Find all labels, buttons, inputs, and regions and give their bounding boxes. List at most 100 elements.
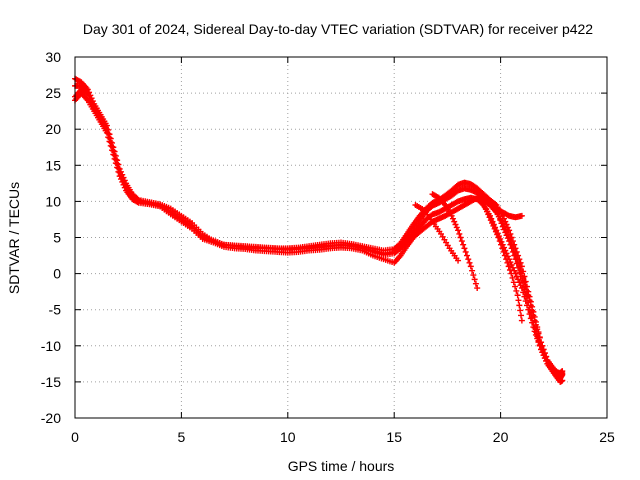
data-point [516,269,523,276]
y-tick-label: 20 [45,121,61,137]
data-point [507,259,514,266]
data-point [559,377,566,384]
data-point [84,90,91,97]
data-point [534,333,541,340]
data-point [508,270,515,277]
data-point [486,214,493,221]
series-track-3 [72,90,566,378]
data-point [495,234,502,241]
data-point [487,217,494,224]
y-tick-label: -20 [41,410,61,426]
x-tick-label: 0 [71,429,79,445]
data-point [105,130,112,137]
data-point [465,256,472,263]
data-point [535,337,542,344]
data-point [469,267,476,274]
data-point [460,241,467,248]
data-point [495,213,502,220]
data-point [509,248,516,255]
data-point [449,215,456,222]
data-point [518,212,525,219]
data-point [515,264,522,271]
data-point [506,266,513,273]
data-point [521,286,528,293]
data-point [529,314,536,321]
data-point [517,307,524,314]
data-point [500,248,507,255]
data-point [522,278,529,285]
axis-ticks [74,56,608,419]
data-point [453,224,460,231]
series-track-2 [72,75,566,382]
data-point [117,172,124,179]
data-point [523,295,530,302]
data-point [504,259,511,266]
data-point [496,238,503,245]
data-point [492,228,499,235]
data-point [455,257,462,264]
data-point [470,272,477,279]
y-axis-label: SDTVAR / TECUs [6,182,22,294]
data-point [111,152,118,159]
data-point [540,352,547,359]
grid-lines [75,57,607,418]
data-point [559,370,566,377]
data-point [530,319,537,326]
data-point [518,317,525,324]
data-point [518,312,525,319]
data-point [448,212,455,219]
data-point [458,238,465,245]
chart-title: Day 301 of 2024, Sidereal Day-to-day VTE… [83,21,593,37]
data-point [499,245,506,252]
series-track-1 [72,86,566,377]
y-tick-label: -5 [49,302,62,318]
data-point [452,221,459,228]
data-point [463,252,470,259]
data-point [86,92,93,99]
data-point [112,156,119,163]
data-point [513,260,520,267]
data-point [509,274,516,281]
data-point [541,355,548,362]
y-tick-label: 10 [45,193,61,209]
y-tick-label: 25 [45,85,61,101]
data-point [520,282,527,289]
data-point [510,279,517,286]
y-tick-label: -10 [41,338,61,354]
data-point [110,147,117,154]
data-point [494,231,501,238]
data-point [482,205,489,212]
plot-frame [74,56,608,419]
data-point [522,290,529,297]
data-point [116,169,123,176]
data-point [508,245,515,252]
series-track-4 [72,82,566,385]
data-point [527,309,534,316]
data-point [503,256,510,263]
data-point [539,349,546,356]
x-tick-label: 15 [386,429,402,445]
data-point [511,267,518,274]
data-point [485,211,492,218]
data-point [532,329,539,336]
data-point [525,299,532,306]
data-point [515,259,522,266]
data-point [498,241,505,248]
data-point [483,208,490,215]
x-tick-label: 10 [280,429,296,445]
data-point [543,357,550,364]
series-track-7 [476,194,525,324]
data-point [489,220,496,227]
data-point [538,346,545,353]
data-point [531,324,538,331]
x-tick-label: 20 [493,429,509,445]
y-tick-label: -15 [41,374,61,390]
data-point [511,252,518,259]
data-point [89,101,96,108]
data-point [502,229,509,236]
data-point [88,98,95,105]
data-point [517,273,524,280]
data-point [471,276,478,283]
data-point [512,283,519,290]
data-point [467,263,474,270]
